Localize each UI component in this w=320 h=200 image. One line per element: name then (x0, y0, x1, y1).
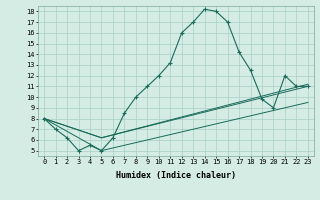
X-axis label: Humidex (Indice chaleur): Humidex (Indice chaleur) (116, 171, 236, 180)
